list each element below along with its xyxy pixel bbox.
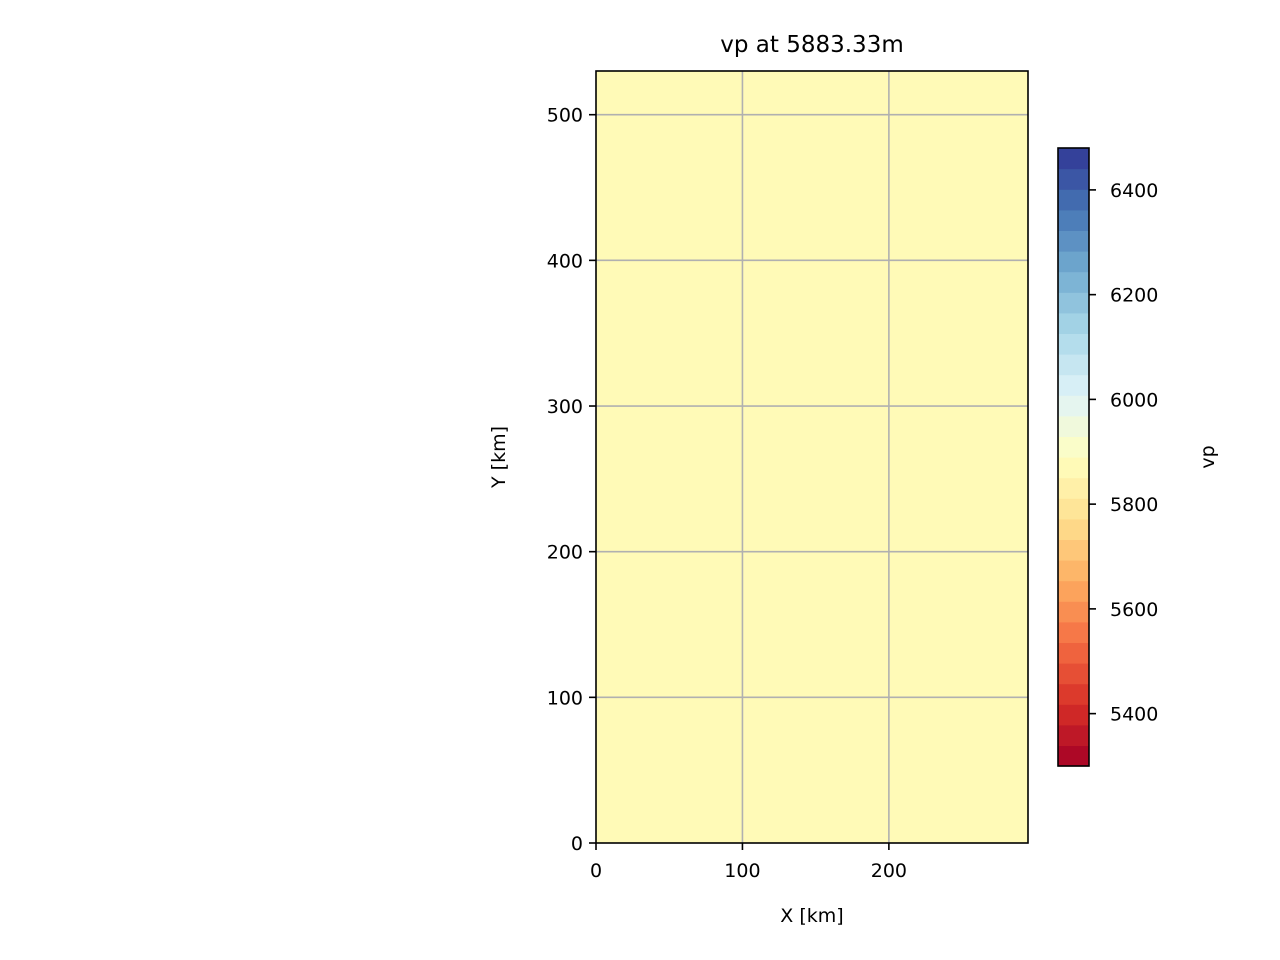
x-axis-label: X [km] bbox=[780, 905, 843, 927]
colorbar-band bbox=[1058, 560, 1089, 582]
colorbar-band bbox=[1058, 724, 1089, 746]
colorbar-band bbox=[1058, 292, 1089, 314]
y-tick-label: 400 bbox=[547, 250, 583, 272]
colorbar-band bbox=[1058, 271, 1089, 293]
chart-title: vp at 5883.33m bbox=[720, 32, 903, 58]
colorbar-band bbox=[1058, 230, 1089, 252]
colorbar-band bbox=[1058, 663, 1089, 685]
colorbar-band bbox=[1058, 333, 1089, 355]
colorbar-band bbox=[1058, 457, 1089, 479]
colorbar-band bbox=[1058, 477, 1089, 499]
x-tick-label: 100 bbox=[724, 860, 760, 882]
colorbar-band bbox=[1058, 518, 1089, 540]
colorbar-band bbox=[1058, 415, 1089, 437]
colorbar-band bbox=[1058, 498, 1089, 520]
colorbar-tick-label: 5400 bbox=[1110, 704, 1158, 726]
colorbar-band bbox=[1058, 312, 1089, 334]
y-axis-label: Y [km] bbox=[488, 426, 510, 489]
plot-frame bbox=[595, 70, 1029, 844]
grid-lines bbox=[596, 71, 1028, 843]
y-tick-label: 300 bbox=[547, 396, 583, 418]
colorbar-band bbox=[1058, 601, 1089, 623]
colorbar-tick-label: 5800 bbox=[1110, 494, 1158, 516]
x-axis: 0 100 200 bbox=[590, 843, 907, 882]
y-tick-label: 0 bbox=[571, 833, 583, 855]
x-tick-label: 0 bbox=[590, 860, 602, 882]
colorbar-frame bbox=[1057, 147, 1090, 767]
colorbar-band bbox=[1058, 704, 1089, 726]
colorbar-band bbox=[1058, 148, 1089, 170]
y-axis: 0 100 200 300 400 500 bbox=[547, 105, 596, 855]
colorbar-tick-label: 6400 bbox=[1110, 180, 1158, 202]
colorbar-band bbox=[1058, 189, 1089, 211]
colorbar-band bbox=[1058, 580, 1089, 602]
heatmap-plot-area bbox=[595, 70, 1029, 844]
y-tick-label: 500 bbox=[547, 105, 583, 127]
colorbar-label: vp bbox=[1197, 445, 1219, 468]
colorbar-band bbox=[1058, 168, 1089, 190]
heatmap-field bbox=[596, 71, 1028, 843]
colorbar-band bbox=[1058, 683, 1089, 705]
colorbar-band bbox=[1058, 374, 1089, 396]
colorbar-band bbox=[1058, 539, 1089, 561]
x-tick-label: 200 bbox=[871, 860, 907, 882]
colorbar-tick-label: 6200 bbox=[1110, 285, 1158, 307]
colorbar-band bbox=[1058, 354, 1089, 376]
colorbar-band bbox=[1058, 436, 1089, 458]
colorbar-band bbox=[1058, 209, 1089, 231]
colorbar-tick-label: 6000 bbox=[1110, 389, 1158, 411]
colorbar: 5400 5600 5800 6000 6200 6400 vp bbox=[1057, 147, 1219, 767]
colorbar-bands bbox=[1058, 148, 1089, 767]
colorbar-band bbox=[1058, 745, 1089, 767]
colorbar-band bbox=[1058, 642, 1089, 664]
colorbar-band bbox=[1058, 395, 1089, 417]
colorbar-band bbox=[1058, 621, 1089, 643]
colorbar-ticks: 5400 5600 5800 6000 6200 6400 bbox=[1089, 180, 1158, 726]
y-tick-label: 100 bbox=[547, 687, 583, 709]
colorbar-band bbox=[1058, 251, 1089, 273]
colorbar-tick-label: 5600 bbox=[1110, 599, 1158, 621]
y-tick-label: 200 bbox=[547, 542, 583, 564]
